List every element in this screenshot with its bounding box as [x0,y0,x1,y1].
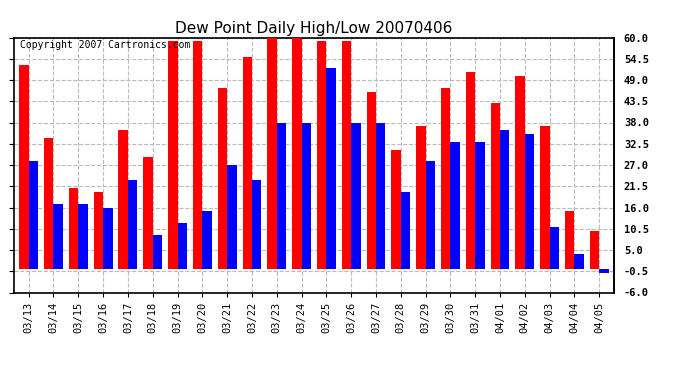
Bar [277,123,286,269]
Bar [267,34,277,269]
Bar [94,192,103,269]
Bar [574,254,584,269]
Bar [351,123,361,269]
Bar [292,34,302,269]
Bar [441,88,451,269]
Bar [128,180,137,269]
Bar [326,68,336,269]
Bar [565,211,574,269]
Bar [426,161,435,269]
Bar [252,180,262,269]
Bar [218,88,227,269]
Bar [342,41,351,269]
Bar [168,41,177,269]
Bar [78,204,88,269]
Title: Dew Point Daily High/Low 20070406: Dew Point Daily High/Low 20070406 [175,21,453,36]
Bar [119,130,128,269]
Bar [177,223,187,269]
Bar [227,165,237,269]
Bar [317,41,326,269]
Bar [451,142,460,269]
Text: Copyright 2007 Cartronics.com: Copyright 2007 Cartronics.com [20,40,190,50]
Bar [29,161,38,269]
Bar [242,57,252,269]
Bar [525,134,534,269]
Bar [491,103,500,269]
Bar [19,64,29,269]
Bar [376,123,386,269]
Bar [416,126,426,269]
Bar [302,123,311,269]
Bar [599,269,609,273]
Bar [152,234,162,269]
Bar [500,130,509,269]
Bar [44,138,54,269]
Bar [193,41,202,269]
Bar [366,92,376,269]
Bar [401,192,410,269]
Bar [590,231,599,269]
Bar [550,227,559,269]
Bar [103,207,112,269]
Bar [466,72,475,269]
Bar [475,142,484,269]
Bar [391,150,401,269]
Bar [144,157,152,269]
Bar [515,76,525,269]
Bar [69,188,78,269]
Bar [54,204,63,269]
Bar [202,211,212,269]
Bar [540,126,550,269]
